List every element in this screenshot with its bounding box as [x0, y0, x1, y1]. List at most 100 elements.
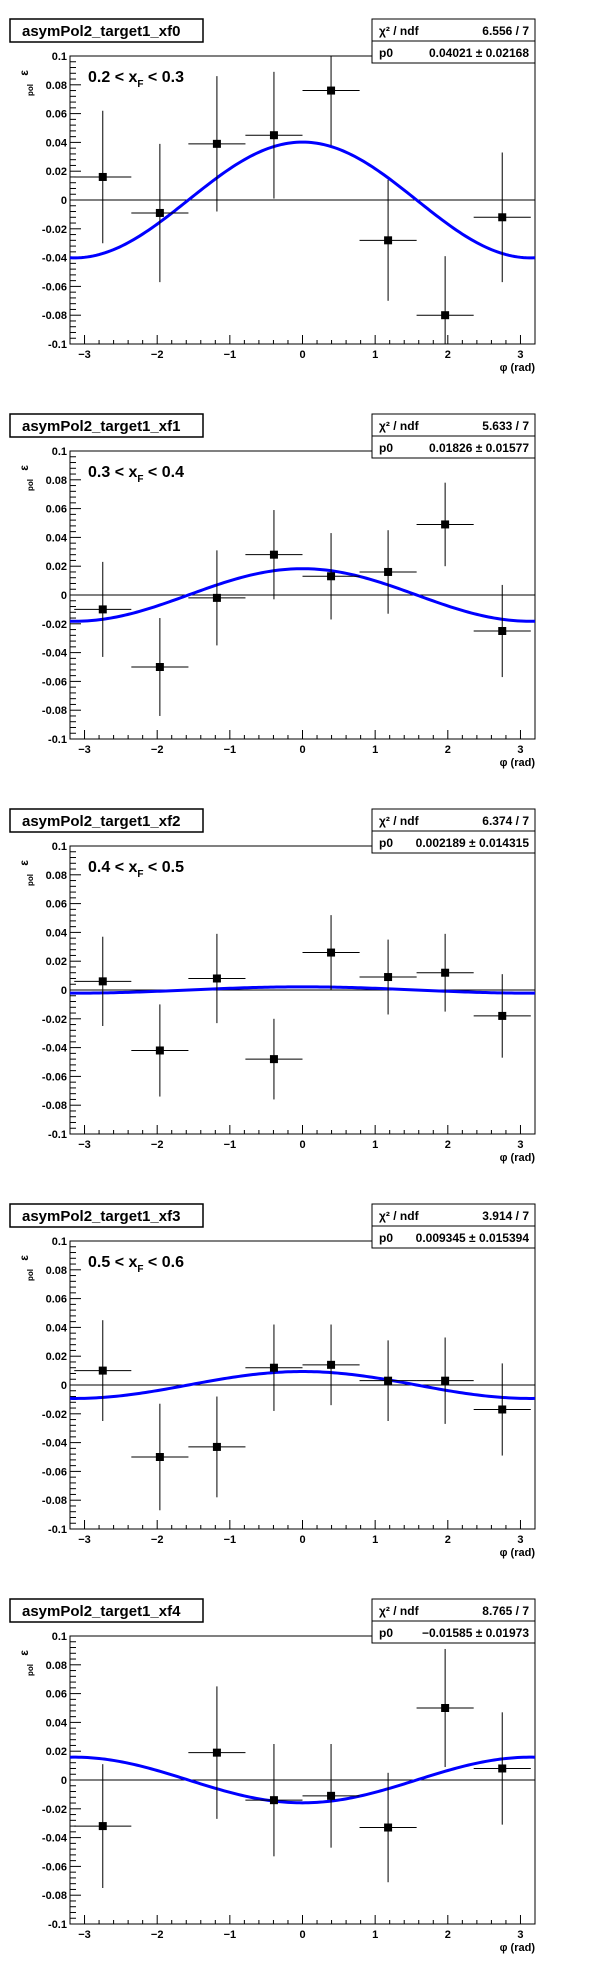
- data-point: [302, 915, 360, 990]
- y-tick-label: 0: [61, 1380, 67, 1392]
- y-tick-label: 0.02: [46, 1746, 67, 1758]
- y-tick-label: -0.06: [42, 676, 67, 688]
- point-marker: [212, 974, 221, 983]
- chart-title: asymPol2_target1_xf3: [22, 1208, 180, 1225]
- y-tick-label: -0.08: [42, 1495, 67, 1507]
- point-marker: [269, 1796, 278, 1805]
- y-tick-label: 0.02: [46, 956, 67, 968]
- y-tick-label: -0.08: [42, 310, 67, 322]
- point-marker: [98, 605, 107, 614]
- stats-p0-label: p0: [379, 441, 393, 455]
- bin-label: 0.3 < xF < 0.4: [88, 464, 184, 485]
- data-point: [131, 1403, 189, 1511]
- y-tick-label: 0: [61, 1775, 67, 1787]
- data-point: [473, 1712, 531, 1825]
- x-axis-title: φ (rad): [500, 1942, 536, 1954]
- data-point: [416, 482, 474, 567]
- fit-curve: [69, 140, 536, 260]
- y-tick-label: -0.06: [42, 1071, 67, 1083]
- point-marker: [441, 1376, 450, 1385]
- x-tick-label: −3: [78, 1139, 91, 1151]
- y-tick-label: -0.1: [48, 339, 67, 351]
- y-tick-label: 0.1: [52, 1236, 67, 1248]
- data-point: [473, 152, 531, 283]
- x-axis-title: φ (rad): [500, 1152, 536, 1164]
- point-marker: [98, 977, 107, 986]
- title-box: [9, 1203, 204, 1228]
- y-tick-label: 0.1: [52, 1631, 67, 1643]
- fit-curve: [69, 567, 536, 623]
- y-axis-title: ε pol: [17, 860, 35, 886]
- point-marker: [269, 131, 278, 140]
- x-tick-label: −1: [224, 1139, 237, 1151]
- bin-label-sub: F: [137, 869, 143, 880]
- y-tick-label: -0.06: [42, 281, 67, 293]
- stats-p0-value: 0.04021 ± 0.02168: [429, 46, 529, 60]
- chart-title: asymPol2_target1_xf2: [22, 813, 180, 830]
- y-axis-title: ε pol: [17, 465, 35, 491]
- y-axis-title-main: ε: [17, 70, 31, 76]
- point-marker: [441, 311, 450, 320]
- y-tick-label: 0.08: [46, 1265, 67, 1277]
- data-point: [74, 1320, 132, 1421]
- x-tick-label: 3: [517, 1139, 523, 1151]
- stats-p0-label: p0: [379, 46, 393, 60]
- y-tick-label: 0.04: [46, 1717, 68, 1729]
- data-point: [188, 933, 246, 1024]
- y-tick-label: 0.06: [46, 899, 67, 911]
- x-tick-label: 0: [299, 744, 305, 756]
- point-marker: [498, 627, 507, 635]
- bin-label-sub: F: [137, 1264, 143, 1275]
- bin-label-hi: < 0.6: [143, 1254, 184, 1271]
- stats-p0-label: p0: [379, 1231, 393, 1245]
- bin-label: 0.2 < xF < 0.3: [88, 69, 184, 90]
- y-tick-label: 0.02: [46, 1351, 67, 1363]
- y-tick-label: 0.06: [46, 1294, 67, 1306]
- data-point: [74, 110, 132, 244]
- data-point: [302, 1744, 360, 1848]
- data-point: [302, 533, 360, 620]
- y-axis-title-sub: pol: [26, 874, 35, 886]
- title-box: [9, 808, 204, 833]
- fit-curve: [70, 985, 535, 995]
- point-marker: [212, 1442, 221, 1451]
- x-tick-label: 0: [299, 1534, 305, 1546]
- point-marker: [327, 86, 336, 95]
- data-point: [245, 1018, 303, 1100]
- y-tick-label: 0: [61, 985, 67, 997]
- chart-title: asymPol2_target1_xf0: [22, 23, 180, 40]
- x-tick-label: −2: [151, 1534, 164, 1546]
- point-marker: [441, 1704, 450, 1712]
- chart-panel: asymPol2_target1_xf3 χ² / ndf 3.914 / 7 p0 0…: [9, 1203, 536, 1559]
- data-point: [74, 936, 132, 1026]
- x-tick-label: −3: [78, 744, 91, 756]
- x-tick-label: −3: [78, 1534, 91, 1546]
- y-axis-title: ε pol: [17, 1650, 35, 1676]
- point-marker: [269, 1055, 278, 1064]
- data-point: [131, 618, 189, 716]
- stats-chi2-value: 6.374 / 7: [482, 814, 529, 828]
- x-tick-label: 1: [372, 349, 378, 361]
- y-axis-title-main: ε: [17, 1650, 31, 1656]
- x-tick-label: 2: [445, 1139, 451, 1151]
- y-axis-title-sub: pol: [26, 1269, 35, 1281]
- y-tick-label: -0.1: [48, 734, 67, 746]
- bin-label: 0.5 < xF < 0.6: [88, 1254, 184, 1275]
- y-tick-label: -0.04: [42, 1833, 68, 1845]
- y-tick-label: -0.02: [42, 1014, 67, 1026]
- data-point: [188, 1396, 246, 1498]
- stats-chi2-label: χ² / ndf: [379, 1209, 420, 1223]
- point-marker: [155, 208, 164, 217]
- point-marker: [269, 550, 278, 559]
- point-marker: [327, 572, 336, 581]
- point-marker: [155, 1453, 164, 1461]
- data-point: [416, 1648, 474, 1768]
- y-tick-label: -0.02: [42, 619, 67, 631]
- stats-p0-value: −0.01585 ± 0.01973: [422, 1626, 529, 1640]
- y-tick-label: -0.04: [42, 1043, 68, 1055]
- point-marker: [498, 213, 507, 222]
- x-tick-label: 0: [299, 1139, 305, 1151]
- x-tick-label: −1: [224, 349, 237, 361]
- y-tick-label: -0.02: [42, 224, 67, 236]
- y-axis-title-main: ε: [17, 860, 31, 866]
